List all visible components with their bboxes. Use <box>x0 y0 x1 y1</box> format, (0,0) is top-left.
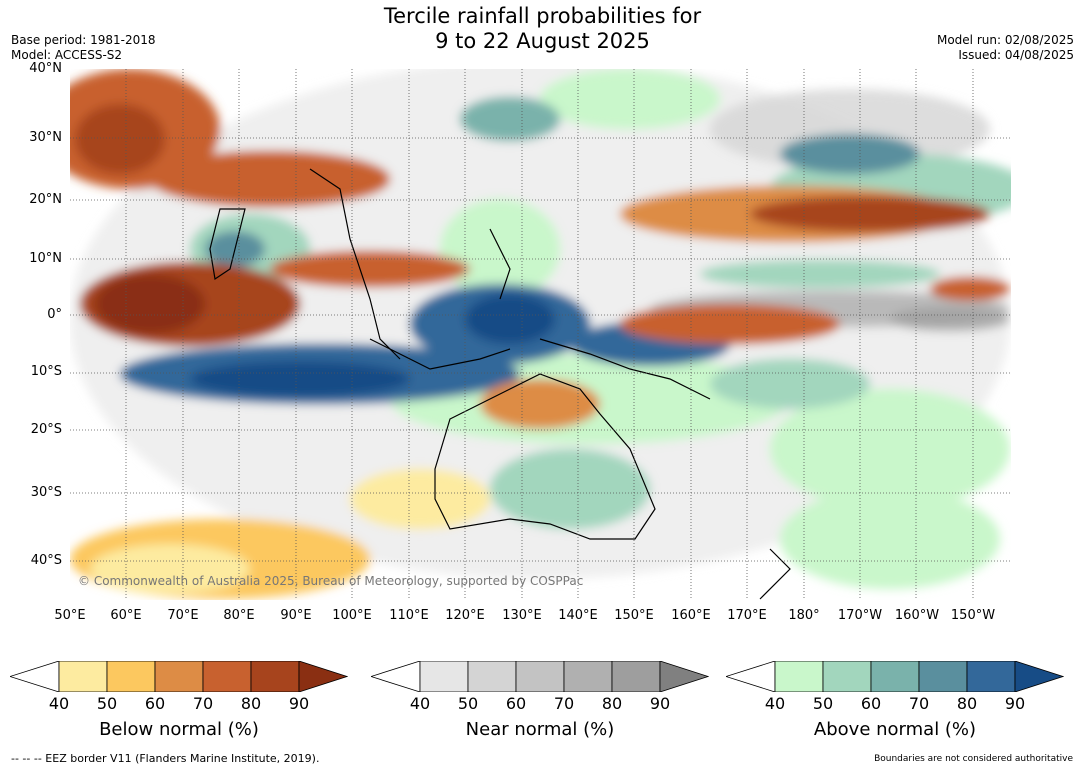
cb-above-max <box>1014 661 1064 692</box>
cb-above-min <box>726 661 776 692</box>
base-period: Base period: 1981-2018 <box>11 33 156 47</box>
cb-above-bin <box>918 661 968 692</box>
lon-label: 60°E <box>110 608 142 623</box>
lon-label: 160°E <box>671 608 711 623</box>
cb-tick: 80 <box>240 694 262 713</box>
lon-label: 170°E <box>727 608 767 623</box>
cb-near-bin <box>419 661 469 692</box>
cb-tick: 60 <box>144 694 166 713</box>
meta-left: Base period: 1981-2018 Model: ACCESS-S2 <box>11 33 156 63</box>
cb-tick: 60 <box>860 694 882 713</box>
cb-above-bin <box>822 661 872 692</box>
issued-date: Issued: 04/08/2025 <box>958 48 1074 62</box>
lon-label: 170°W <box>837 608 883 623</box>
cb-above-bin <box>870 661 920 692</box>
cb-below-min <box>10 661 60 692</box>
cb-near-min <box>371 661 421 692</box>
eez-note: -- -- -- EEZ border V11 (Flanders Marine… <box>11 752 320 765</box>
cb-above-bin <box>774 661 824 692</box>
cb-tick: 40 <box>409 694 431 713</box>
cb-tick: 60 <box>505 694 527 713</box>
cb-near-max <box>659 661 709 692</box>
cb-tick: 80 <box>601 694 623 713</box>
cb-below-bin <box>58 661 108 692</box>
lat-label: 30°S <box>30 485 62 500</box>
graticule <box>70 69 1011 600</box>
cb-tick: 50 <box>96 694 118 713</box>
cb-tick: 80 <box>956 694 978 713</box>
model-run: Model run: 02/08/2025 <box>936 33 1074 47</box>
cb-near-bin <box>611 661 661 692</box>
lat-label: 20°N <box>29 192 62 207</box>
lon-label: 180° <box>788 608 820 623</box>
cb-tick: 70 <box>908 694 930 713</box>
colorbar-below <box>10 661 348 692</box>
coastlines <box>209 168 791 600</box>
meta-right: Model run: 02/08/2025 Issued: 04/08/2025 <box>937 33 1074 63</box>
probability-map <box>70 69 1011 600</box>
lon-label: 70°E <box>167 608 199 623</box>
lat-label: 0° <box>47 307 62 322</box>
lon-label: 140°E <box>558 608 598 623</box>
cb-tick: 90 <box>288 694 310 713</box>
cb-tick: 50 <box>457 694 479 713</box>
map-title: Tercile rainfall probabilities for 9 to … <box>0 4 1085 54</box>
lat-label: 30°N <box>29 130 62 145</box>
cb-below-bin <box>250 661 300 692</box>
lon-label: 150°W <box>950 608 996 623</box>
lon-label: 80°E <box>223 608 255 623</box>
lon-label: 110°E <box>389 608 429 623</box>
cb-near-bin <box>515 661 565 692</box>
cb-tick: 70 <box>553 694 575 713</box>
colorbar-above-ticks: 40 50 60 70 80 90 <box>726 694 1064 714</box>
boundary-note: Boundaries are not considered authoritat… <box>874 754 1073 764</box>
lon-label: 120°E <box>445 608 485 623</box>
cb-above-bin <box>966 661 1016 692</box>
cb-tick: 40 <box>48 694 70 713</box>
lon-label: 160°W <box>894 608 940 623</box>
cb-tick: 90 <box>1004 694 1026 713</box>
copyright-note: © Commonwealth of Australia 2025, Bureau… <box>78 574 584 588</box>
lat-label: 10°N <box>29 251 62 266</box>
probability-field <box>70 69 1011 599</box>
map-canvas <box>70 69 1011 600</box>
colorbar-below-ticks: 40 50 60 70 80 90 <box>10 694 348 714</box>
cb-near-bin <box>467 661 517 692</box>
cb-tick: 70 <box>192 694 214 713</box>
lon-label: 130°E <box>502 608 542 623</box>
lon-label: 50°E <box>54 608 86 623</box>
cb-below-bin <box>202 661 252 692</box>
lat-label: 20°S <box>30 422 62 437</box>
cb-below-bin <box>106 661 156 692</box>
lat-label: 40°S <box>30 553 62 568</box>
colorbar-below-label: Below normal (%) <box>99 719 259 740</box>
colorbar-near <box>371 661 709 692</box>
title-line-1: Tercile rainfall probabilities for <box>383 4 702 28</box>
lat-label: 40°N <box>29 61 62 76</box>
cb-below-max <box>298 661 348 692</box>
lat-label: 10°S <box>30 364 62 379</box>
lon-label: 150°E <box>614 608 654 623</box>
lon-label: 90°E <box>280 608 312 623</box>
cb-tick: 40 <box>764 694 786 713</box>
colorbar-above <box>726 661 1064 692</box>
cb-tick: 50 <box>812 694 834 713</box>
lon-label: 100°E <box>332 608 372 623</box>
cb-near-bin <box>563 661 613 692</box>
model-name: Model: ACCESS-S2 <box>11 48 123 62</box>
colorbar-near-label: Near normal (%) <box>465 719 615 740</box>
cb-tick: 90 <box>649 694 671 713</box>
colorbar-near-ticks: 40 50 60 70 80 90 <box>371 694 709 714</box>
cb-below-bin <box>154 661 204 692</box>
colorbar-above-label: Above normal (%) <box>813 719 977 740</box>
title-line-2: 9 to 22 August 2025 <box>435 29 650 53</box>
